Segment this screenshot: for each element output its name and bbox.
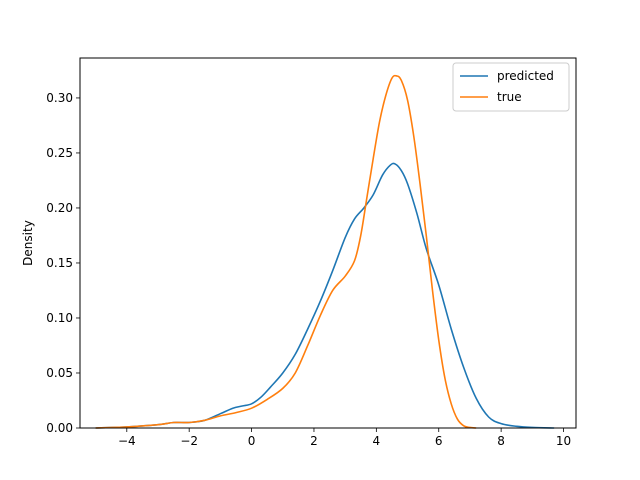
legend-label-true: true bbox=[497, 90, 522, 104]
x-tick-label: 10 bbox=[556, 434, 571, 448]
y-tick-label: 0.10 bbox=[46, 311, 73, 325]
series-line-true bbox=[95, 74, 477, 429]
series-lines bbox=[95, 74, 555, 429]
y-tick-label: 0.05 bbox=[46, 366, 73, 380]
plot-frame bbox=[79, 57, 577, 429]
x-tick-label: 8 bbox=[497, 434, 505, 448]
y-axis-label: Density bbox=[21, 220, 35, 266]
x-tick-label: 6 bbox=[435, 434, 443, 448]
y-tick-label: 0.20 bbox=[46, 201, 73, 215]
y-tick-label: 0.15 bbox=[46, 256, 73, 270]
y-tick-label: 0.00 bbox=[46, 421, 73, 435]
legend-box bbox=[452, 62, 570, 112]
x-tick-label: 0 bbox=[248, 434, 256, 448]
x-tick-label: −4 bbox=[118, 434, 136, 448]
y-tick-label: 0.30 bbox=[46, 91, 73, 105]
series-line-predicted bbox=[95, 162, 555, 429]
y-tick-label: 0.25 bbox=[46, 146, 73, 160]
x-tick-label: 4 bbox=[373, 434, 381, 448]
x-tick-label: 2 bbox=[310, 434, 318, 448]
legend: predicted true bbox=[452, 62, 570, 112]
y-axis: 0.00 0.05 0.10 0.15 0.20 0.25 0.30 bbox=[46, 91, 80, 435]
legend-label-predicted: predicted bbox=[497, 69, 554, 83]
x-tick-label: −2 bbox=[180, 434, 198, 448]
x-axis: −4 −2 0 2 4 6 8 10 bbox=[118, 428, 571, 448]
